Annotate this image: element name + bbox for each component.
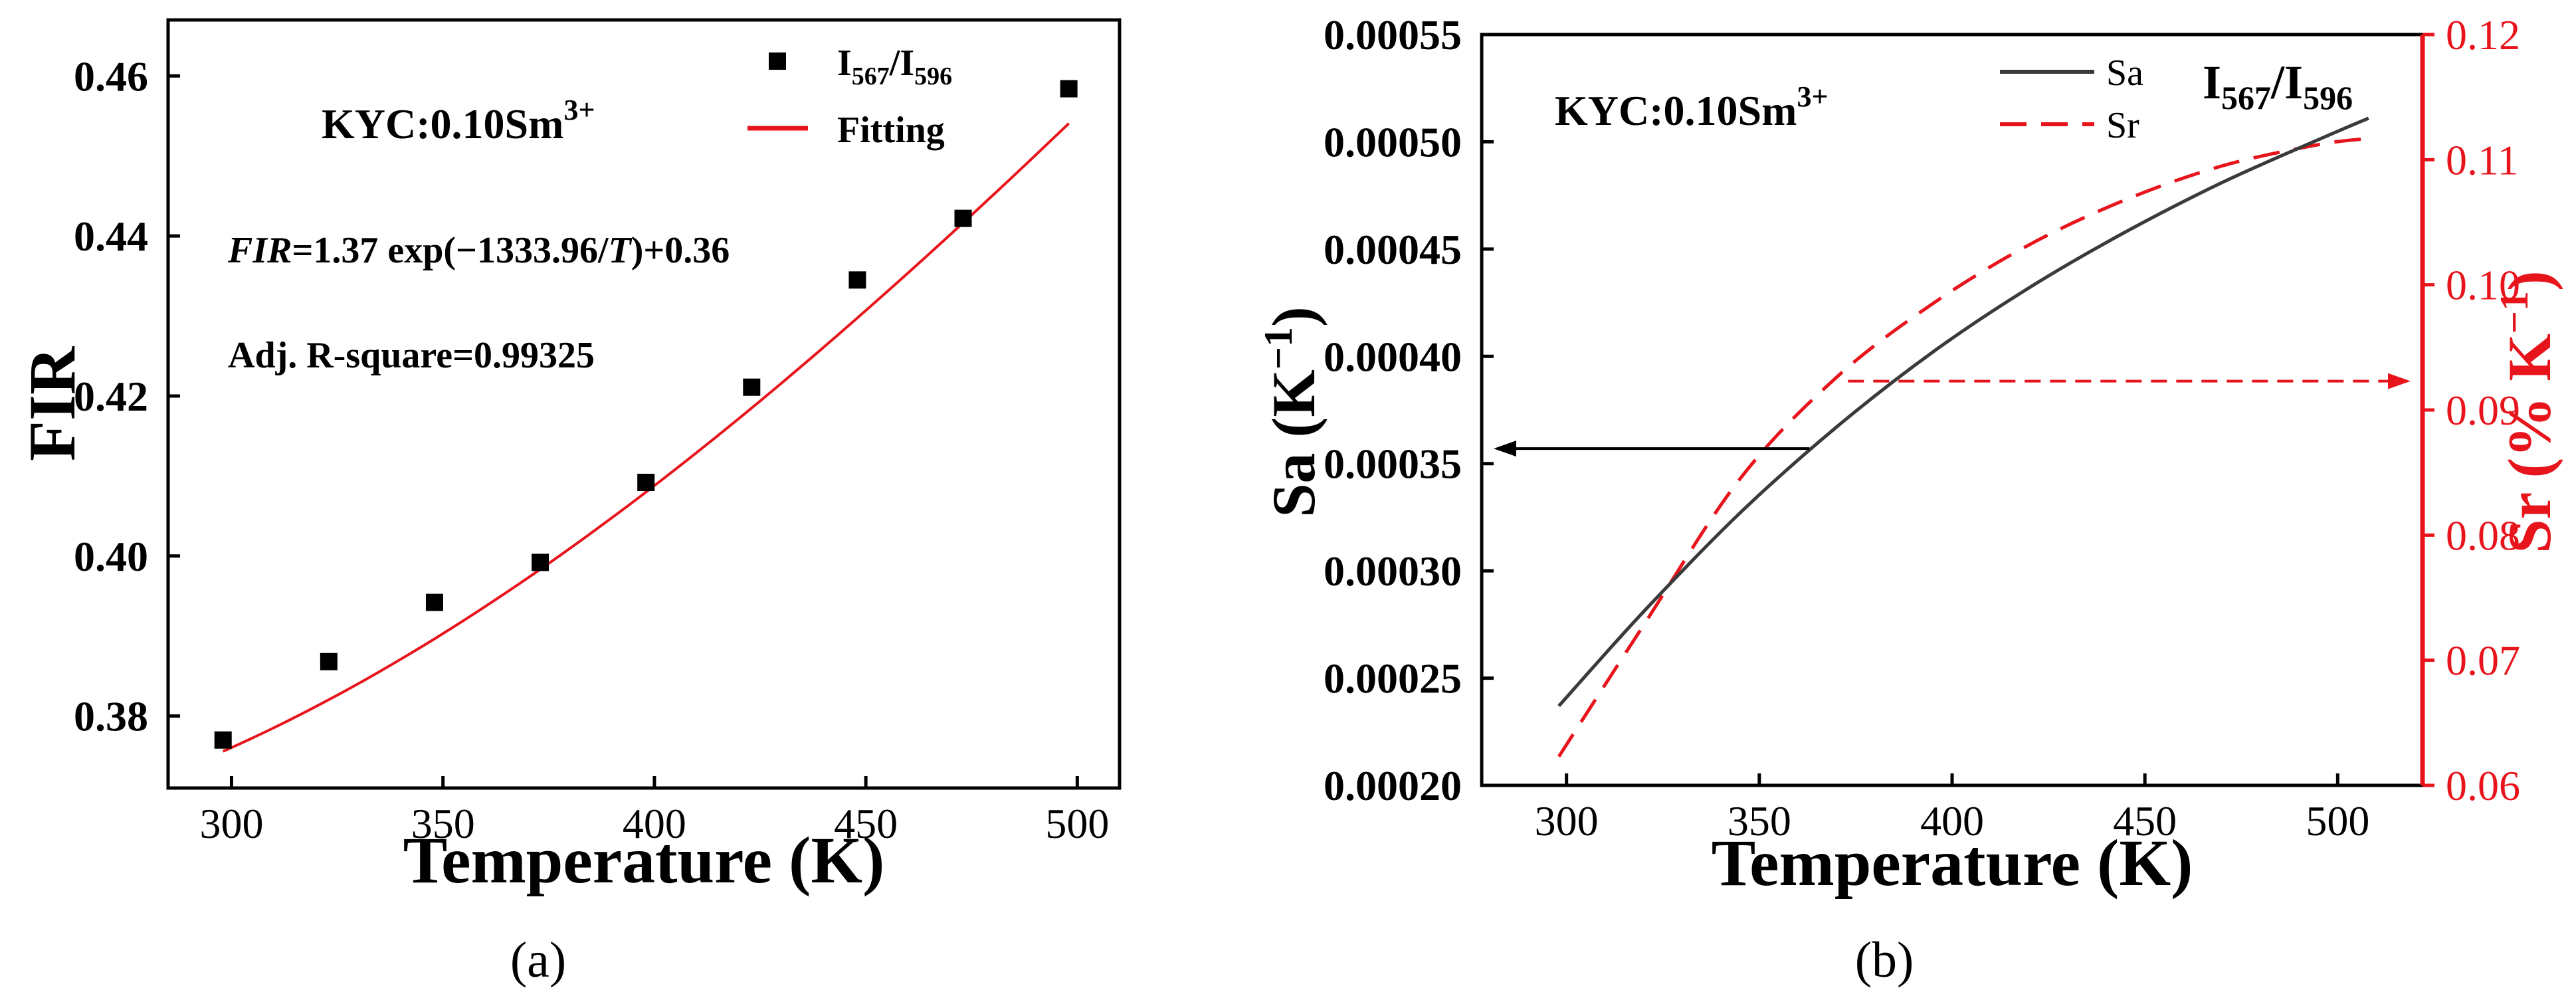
- x-tick-label: 300: [1535, 797, 1599, 845]
- panel-b-left-y-axis-label: Sa (K−1): [1256, 306, 1328, 517]
- data-point: [743, 378, 761, 396]
- panel-b-sample-label: KYC:0.10Sm3+: [1555, 80, 1829, 134]
- left-y-tick-label: 0.00050: [1324, 118, 1462, 165]
- right-y-tick-label: 0.09: [2446, 387, 2520, 434]
- panel-a-y-axis-label: FIR: [15, 346, 89, 461]
- panel-a-sample-label: KYC:0.10Sm3+: [322, 94, 595, 148]
- panel-b-legend: Sa Sr: [2000, 52, 2143, 146]
- panel-a-x-ticks: 300 350 400 450 500: [199, 776, 1109, 847]
- panel-a-fit-equation: FIR=1.37 exp(−1333.96/T)+0.36: [227, 230, 730, 271]
- left-y-tick-label: 0.00025: [1324, 655, 1462, 702]
- y-tick-label: 0.46: [74, 52, 148, 100]
- x-tick-label: 400: [623, 800, 686, 847]
- x-tick-label: 500: [2306, 797, 2369, 845]
- x-tick-label: 300: [199, 800, 263, 847]
- panel-b-legend-label-sr: Sr: [2106, 105, 2139, 146]
- data-point: [1060, 80, 1078, 98]
- right-y-tick-label: 0.11: [2446, 136, 2519, 183]
- panel-a-plot-frame: [166, 18, 1122, 790]
- panel-a-legend: I567/I596 Fitting: [747, 43, 952, 151]
- data-point: [320, 652, 338, 670]
- data-point: [214, 731, 232, 749]
- panel-a-x-axis-label: Temperature (K): [403, 823, 885, 897]
- right-y-tick-label: 0.07: [2446, 637, 2520, 684]
- data-point: [954, 209, 972, 227]
- panel-b-right-y-ticks: 0.06 0.07 0.08 0.09 0.10 0.11 0.12: [2423, 11, 2520, 809]
- panel-a-points-layer: [214, 80, 1078, 749]
- panel-a-y-ticks: 0.38 0.40 0.42 0.44 0.46: [74, 52, 180, 740]
- x-tick-label: 450: [834, 800, 898, 847]
- panel-b-label: (b): [1855, 932, 1914, 988]
- x-tick-label: 400: [1920, 797, 1984, 845]
- panel-a-legend-marker-points: [769, 52, 786, 70]
- left-y-tick-label: 0.00040: [1324, 333, 1462, 380]
- x-tick-label: 350: [411, 800, 475, 847]
- y-tick-label: 0.44: [74, 213, 148, 260]
- panel-a-r-square: Adj. R-square=0.99325: [228, 335, 595, 376]
- data-point: [425, 593, 443, 611]
- sa-line: [1557, 116, 2369, 708]
- left-y-tick-label: 0.00035: [1324, 441, 1462, 488]
- left-y-tick-label: 0.00020: [1324, 762, 1462, 809]
- right-y-tick-label: 0.10: [2446, 262, 2520, 309]
- sr-line: [1557, 136, 2369, 758]
- y-tick-label: 0.38: [74, 693, 148, 740]
- panel-a-label: (a): [510, 932, 566, 988]
- panel-a-legend-label-fit: Fitting: [837, 110, 945, 151]
- left-y-tick-label: 0.00030: [1324, 548, 1462, 595]
- panel-a-legend-label-points: I567/I596: [837, 43, 952, 90]
- data-point: [637, 474, 655, 492]
- panel-a-fit-layer: [222, 122, 1070, 753]
- data-point: [848, 271, 866, 289]
- panel-b-left-y-ticks: 0.00020 0.00025 0.00030 0.00035 0.00040 0.000…: [1324, 11, 1494, 809]
- right-y-tick-label: 0.08: [2446, 512, 2520, 559]
- panel-b-plot-frame: [1480, 33, 2425, 787]
- panel-b-legend-label-sa: Sa: [2106, 52, 2143, 94]
- left-y-tick-label: 0.00055: [1324, 11, 1462, 58]
- data-point: [532, 553, 549, 571]
- panel-b-right-y-axis-label: Sr (% K−1): [2492, 270, 2563, 553]
- panel-b-title-formula: I567/I596: [2203, 56, 2353, 116]
- panel-b: 300 350 400 450 500 0.000200.000250.000300.0…: [1256, 11, 2563, 988]
- arrow-to-right-axis-head: [2388, 373, 2411, 389]
- left-y-tick-label: 0.00045: [1324, 226, 1462, 273]
- x-tick-label: 350: [1728, 797, 1791, 845]
- x-tick-label: 450: [2113, 797, 2177, 845]
- panel-b-lines-layer: [1557, 116, 2369, 758]
- panel-a: 300 350 400 450 500 0.38 0.40 0.42 0.44 0.46 Tem…: [15, 18, 1122, 988]
- right-y-tick-label: 0.06: [2446, 762, 2520, 809]
- y-tick-label: 0.42: [74, 373, 148, 420]
- right-y-tick-label: 0.12: [2446, 11, 2520, 58]
- x-tick-label: 500: [1045, 800, 1109, 847]
- fit-curve: [222, 122, 1070, 753]
- y-tick-label: 0.40: [74, 533, 148, 580]
- panel-b-x-axis-label: Temperature (K): [1712, 826, 2193, 900]
- arrow-to-left-axis-head: [1494, 441, 1516, 457]
- panel-b-arrows-layer: [1494, 373, 2411, 457]
- panel-b-x-ticks: 300 350 400 450 500: [1535, 773, 2369, 845]
